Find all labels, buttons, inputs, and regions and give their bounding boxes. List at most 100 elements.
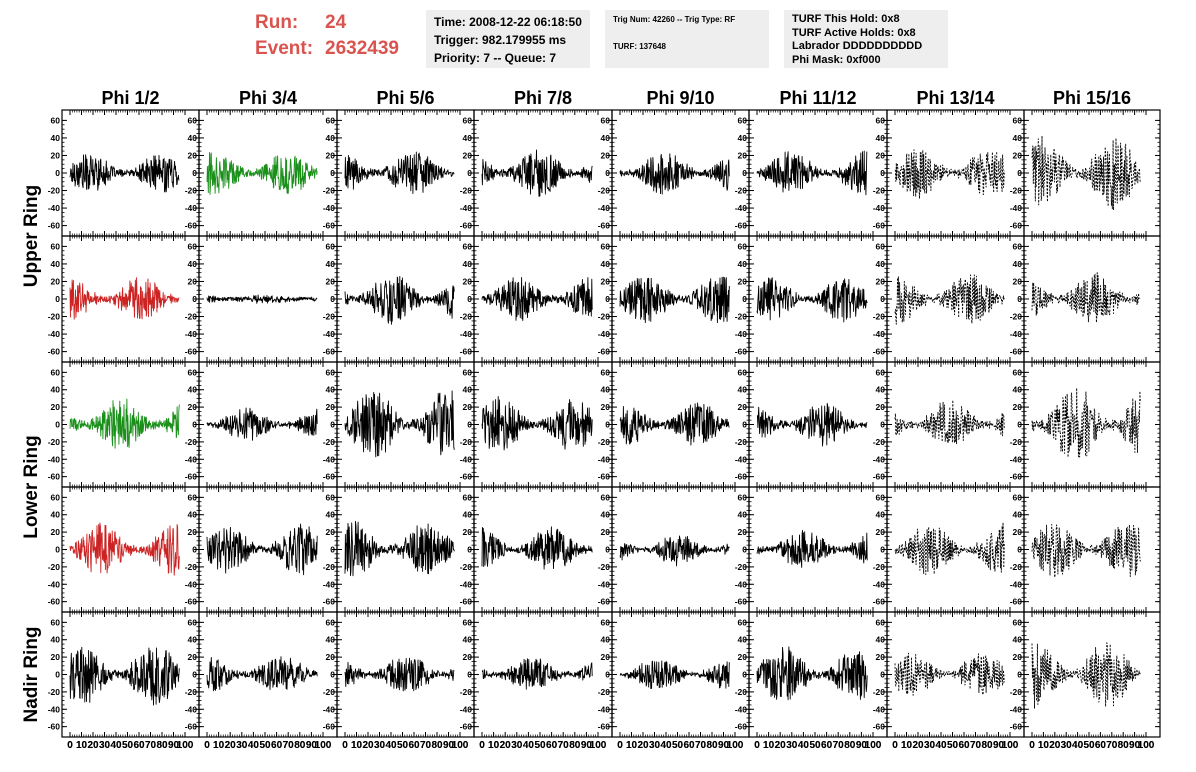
y-tick-label: -40: [323, 203, 336, 213]
waveform-trace: [69, 522, 180, 576]
y-tick-label: -20: [185, 186, 198, 196]
y-tick-label: 20: [876, 150, 886, 160]
waveform-panel: -60 -40 -20 0 20 40 60: [185, 361, 338, 488]
y-tick-label: 20: [51, 276, 61, 286]
y-tick-label: -60: [185, 221, 198, 231]
column-header: Phi 13/14: [916, 88, 994, 108]
y-tick-label: 0: [55, 545, 60, 555]
waveform-trace: [344, 390, 455, 458]
waveform-trace: [206, 407, 318, 441]
y-tick-label: 60: [326, 241, 336, 251]
y-tick-label: -60: [185, 347, 198, 357]
y-tick-label: 60: [876, 241, 886, 251]
row-label: Upper Ring: [21, 185, 42, 287]
turf-line: TURF: 137648: [613, 41, 761, 52]
y-tick-label: -20: [460, 312, 473, 322]
y-tick-label: 60: [188, 115, 198, 125]
y-tick-label: 0: [330, 420, 335, 430]
event-line: Event: 2632439: [255, 36, 399, 62]
y-tick-label: 0: [742, 420, 747, 430]
y-tick-label: 20: [51, 150, 61, 160]
y-tick-label: 0: [55, 294, 60, 304]
run-line: Run: 24: [255, 10, 399, 36]
waveform-trace: [69, 398, 180, 449]
y-tick-label: -40: [185, 329, 198, 339]
y-tick-label: -60: [1010, 347, 1023, 357]
y-tick-label: 20: [51, 527, 61, 537]
y-tick-label: -60: [460, 472, 473, 482]
trig-line: Trig Num: 42260 -- Trig Type: RF: [613, 14, 761, 25]
y-tick-label: -20: [1010, 186, 1023, 196]
y-tick-label: -40: [1010, 329, 1023, 339]
y-tick-label: 20: [601, 276, 611, 286]
y-tick-label: 40: [463, 385, 473, 395]
waveform-trace: [1031, 272, 1141, 323]
y-tick-label: 40: [1013, 385, 1023, 395]
column-header: Phi 3/4: [239, 88, 297, 108]
y-tick-label: -40: [735, 454, 748, 464]
y-tick-label: -60: [873, 221, 886, 231]
waveform-trace: [756, 402, 868, 447]
y-tick-label: -40: [48, 329, 61, 339]
y-tick-label: 60: [738, 241, 748, 251]
timing-info-box: Time: 2008-12-22 06:18:50 Trigger: 982.1…: [426, 10, 590, 68]
waveform-trace: [344, 275, 455, 325]
y-tick-label: -60: [735, 347, 748, 357]
y-tick-label: 0: [605, 294, 610, 304]
y-tick-label: 60: [188, 367, 198, 377]
y-tick-label: 60: [326, 115, 336, 125]
y-tick-label: -40: [598, 454, 611, 464]
y-tick-label: 0: [467, 420, 472, 430]
y-tick-label: 20: [876, 276, 886, 286]
y-tick-label: 0: [192, 545, 197, 555]
column-header: Phi 15/16: [1053, 88, 1131, 108]
y-tick-label: -40: [873, 329, 886, 339]
waveform-trace: [481, 277, 593, 321]
y-tick-label: -20: [735, 312, 748, 322]
y-tick-label: -20: [185, 562, 198, 572]
run-value: 24: [325, 12, 346, 33]
waveform-panel: -60 -40 -20 0 20 40 60: [735, 109, 888, 237]
y-tick-label: 20: [1013, 150, 1023, 160]
y-tick-label: -20: [460, 437, 473, 447]
event-value: 2632439: [325, 38, 399, 59]
y-tick-label: -20: [323, 312, 336, 322]
waveform-panel: -60 -40 -20 0 20 40 60: [735, 361, 888, 488]
y-tick-label: -60: [185, 597, 198, 607]
y-tick-label: -20: [598, 312, 611, 322]
y-tick-label: 60: [601, 115, 611, 125]
y-tick-label: -60: [1010, 472, 1023, 482]
waveform-trace: [344, 151, 455, 194]
y-tick-label: -20: [460, 186, 473, 196]
y-tick-label: 0: [1017, 420, 1022, 430]
y-tick-label: 0: [55, 168, 60, 178]
turf-info-box: TURF This Hold: 0x8 TURF Active Holds: 0…: [784, 10, 948, 68]
event-label: Event:: [255, 36, 325, 62]
turf-active-line: TURF Active Holds: 0x8: [792, 27, 940, 41]
y-tick-label: -40: [735, 203, 748, 213]
waveform-panel: -60 -40 -20 0 20 40 60: [460, 361, 613, 488]
y-tick-label: 40: [738, 385, 748, 395]
y-tick-label: -20: [735, 437, 748, 447]
waveform-trace: [1031, 387, 1141, 458]
waveform-trace: [756, 277, 868, 323]
y-tick-label: 0: [880, 294, 885, 304]
waveform-panel: -60 -40 -20 0 20 40 60: [873, 109, 1025, 237]
y-tick-label: 20: [326, 276, 336, 286]
y-tick-label: -60: [460, 221, 473, 231]
y-tick-label: -20: [48, 312, 61, 322]
y-tick-label: 60: [463, 367, 473, 377]
y-tick-label: 0: [192, 294, 197, 304]
y-tick-label: 40: [463, 133, 473, 143]
y-tick-label: 40: [601, 133, 611, 143]
waveform-panel: -60 -40 -20 0 20 40 60: [323, 109, 475, 237]
y-tick-label: 20: [188, 150, 198, 160]
waveform-panel: -60 -40 -20 0 20 40 60: [323, 235, 475, 363]
y-tick-label: 40: [463, 259, 473, 269]
y-tick-label: 0: [330, 168, 335, 178]
y-tick-label: 40: [738, 133, 748, 143]
y-tick-label: 20: [188, 527, 198, 537]
waveform-trace: [481, 396, 593, 451]
waveform-trace: [756, 150, 868, 196]
y-tick-label: 0: [605, 168, 610, 178]
